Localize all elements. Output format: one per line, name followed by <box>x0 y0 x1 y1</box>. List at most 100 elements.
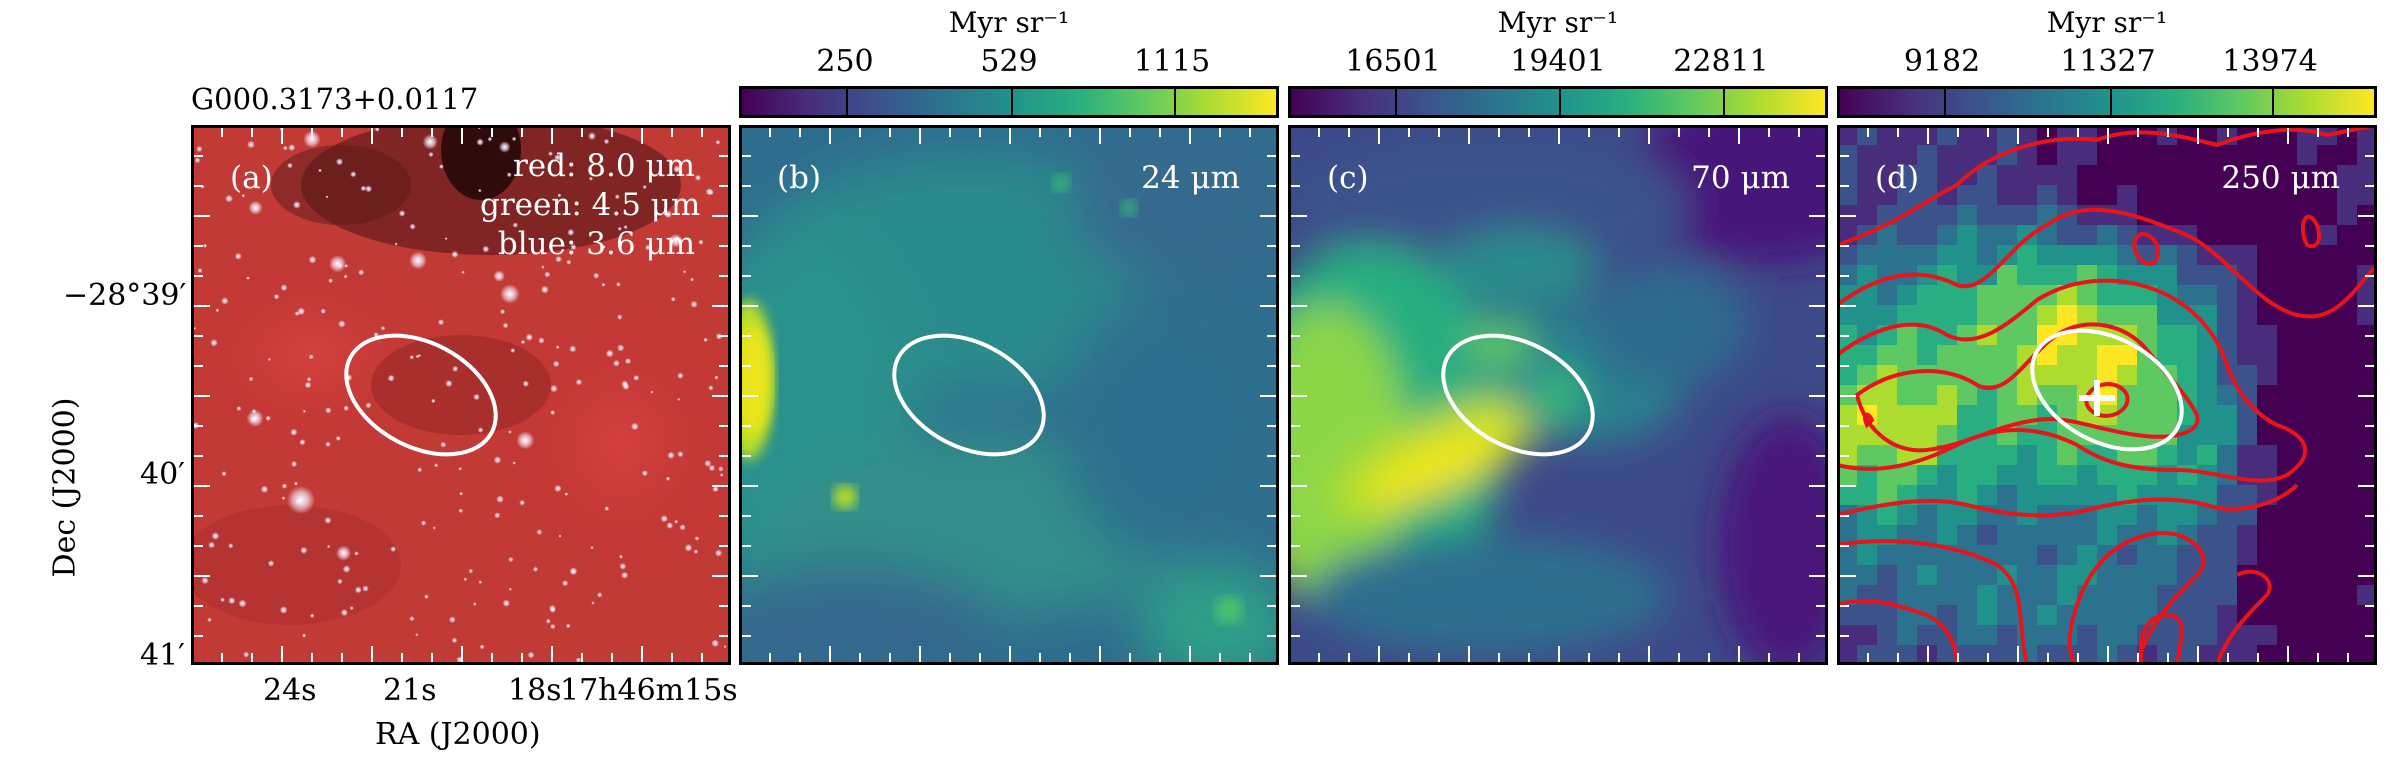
tick-mark <box>194 185 203 187</box>
tick-mark <box>1840 155 1849 157</box>
star-point <box>544 271 551 278</box>
star-point <box>192 326 196 331</box>
star-point <box>562 580 569 587</box>
star-point <box>387 374 395 382</box>
tick-mark <box>194 545 203 547</box>
star-point <box>340 609 348 617</box>
star-point <box>432 526 436 530</box>
star-point <box>283 145 288 151</box>
tick-mark <box>742 425 751 427</box>
panel-b-label: (b) <box>777 160 822 196</box>
star-point <box>197 268 203 274</box>
tick-mark <box>2317 128 2319 137</box>
star-point <box>619 562 627 570</box>
star-point <box>705 188 713 196</box>
source-ellipse <box>2030 328 2184 452</box>
colorbar-24um-tick-1: 250 <box>816 44 874 79</box>
tick-mark <box>1708 653 1710 662</box>
tick-mark <box>461 646 463 662</box>
tick-mark <box>1348 653 1350 662</box>
star-point <box>684 543 693 552</box>
star-point <box>602 245 606 249</box>
tick-mark <box>1260 575 1276 577</box>
tick-mark <box>641 128 643 144</box>
panel-d-wavelength: 250 μm <box>2221 160 2340 196</box>
star-point <box>617 314 623 320</box>
star-point <box>220 597 225 603</box>
panel-c-label: (c) <box>1327 160 1369 196</box>
tick-mark <box>1840 305 1856 307</box>
star-point <box>591 601 595 605</box>
tick-mark <box>2077 128 2079 137</box>
star-point <box>677 372 684 379</box>
tick-mark <box>194 365 203 367</box>
tick-mark <box>712 215 728 217</box>
star-point <box>541 265 545 269</box>
star-point <box>496 495 504 504</box>
tick-mark <box>1840 485 1856 487</box>
star-point <box>506 172 512 178</box>
tick-mark <box>2347 653 2349 662</box>
star-point <box>522 380 529 387</box>
tick-mark <box>1219 653 1221 662</box>
y-tick-label-3: 41′ <box>140 638 185 673</box>
star-point <box>431 398 436 404</box>
tick-mark <box>1648 646 1650 662</box>
tick-mark <box>1816 455 1825 457</box>
star-point <box>588 176 593 181</box>
tick-mark <box>1816 185 1825 187</box>
star-point <box>292 201 301 209</box>
tick-mark <box>889 128 891 137</box>
tick-mark <box>1009 646 1011 662</box>
tick-mark <box>1249 128 1251 137</box>
star-point <box>343 405 349 412</box>
tick-mark <box>712 575 728 577</box>
tick-mark <box>1468 128 1470 144</box>
star-point <box>624 358 632 365</box>
star-point <box>306 377 312 382</box>
tick-mark <box>194 605 203 607</box>
tick-mark <box>919 646 921 662</box>
tick-mark <box>1219 128 1221 137</box>
colorbar-70um <box>1288 86 1828 118</box>
star-point <box>641 470 648 477</box>
tick-mark <box>521 128 523 137</box>
star-point <box>409 616 415 622</box>
star-point <box>555 255 562 263</box>
star-point <box>308 255 317 264</box>
star-point <box>693 549 699 554</box>
star-point <box>502 322 509 329</box>
star-point <box>674 519 679 524</box>
tick-mark <box>1378 128 1380 144</box>
star-point <box>601 282 606 287</box>
tick-mark <box>701 128 703 137</box>
tick-mark <box>194 275 203 277</box>
tick-mark <box>1260 485 1276 487</box>
band-blue-label: blue: 3.6 μm <box>497 226 695 262</box>
star-point <box>394 242 398 246</box>
star-point <box>343 274 348 279</box>
tick-mark <box>1816 425 1825 427</box>
star-point <box>567 228 575 236</box>
star-point <box>478 188 482 193</box>
star-point <box>358 269 365 276</box>
tick-mark <box>194 635 203 637</box>
tick-mark <box>1678 653 1680 662</box>
tick-mark <box>1809 575 1825 577</box>
tick-mark <box>1291 365 1300 367</box>
star-point <box>712 485 719 493</box>
tick-mark <box>701 653 703 662</box>
star-point <box>434 463 439 468</box>
tick-mark <box>2137 128 2139 137</box>
star-point <box>642 184 647 190</box>
star-point <box>698 239 704 245</box>
tick-mark <box>1129 653 1131 662</box>
tick-mark <box>1897 653 1899 662</box>
tick-mark <box>581 128 583 137</box>
star-point <box>238 599 247 608</box>
star-point <box>719 473 724 477</box>
star-point <box>550 410 556 416</box>
tick-mark <box>2365 545 2374 547</box>
colorbar-24um-tick-3: 1115 <box>1133 44 1211 79</box>
tick-mark <box>742 605 751 607</box>
